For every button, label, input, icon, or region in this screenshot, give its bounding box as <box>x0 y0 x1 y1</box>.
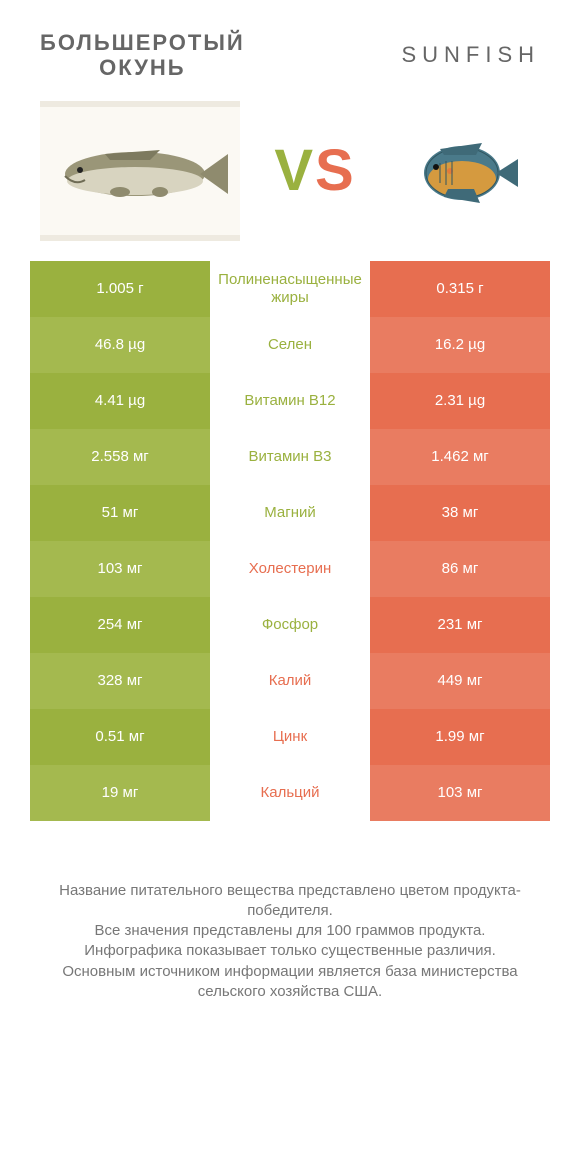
cell-nutrient-name: Фосфор <box>210 597 370 653</box>
table-row: 4.41 µgВитамин B122.31 µg <box>30 373 550 429</box>
images-row: VS <box>0 91 580 261</box>
cell-nutrient-name: Магний <box>210 485 370 541</box>
cell-right-value: 1.99 мг <box>370 709 550 765</box>
cell-right-value: 1.462 мг <box>370 429 550 485</box>
vs-v: V <box>274 138 315 203</box>
cell-nutrient-name: Цинк <box>210 709 370 765</box>
table-row: 103 мгХолестерин86 мг <box>30 541 550 597</box>
table-row: 2.558 мгВитамин B31.462 мг <box>30 429 550 485</box>
cell-nutrient-name: Кальций <box>210 765 370 821</box>
cell-right-value: 16.2 µg <box>370 317 550 373</box>
vs-label: VS <box>274 137 355 204</box>
table-row: 46.8 µgСелен16.2 µg <box>30 317 550 373</box>
cell-nutrient-name: Селен <box>210 317 370 373</box>
cell-right-value: 0.315 г <box>370 261 550 317</box>
table-row: 19 мгКальций103 мг <box>30 765 550 821</box>
cell-left-value: 2.558 мг <box>30 429 210 485</box>
footer-line: Инфографика показывает только существенн… <box>30 941 550 961</box>
cell-left-value: 19 мг <box>30 765 210 821</box>
title-left-line1: БОЛЬШЕРОТЫЙ <box>40 30 245 55</box>
cell-left-value: 46.8 µg <box>30 317 210 373</box>
comparison-table: 1.005 гПолиненасыщенные жиры0.315 г46.8 … <box>0 261 580 821</box>
cell-right-value: 231 мг <box>370 597 550 653</box>
cell-left-value: 0.51 мг <box>30 709 210 765</box>
cell-nutrient-name: Холестерин <box>210 541 370 597</box>
footer-line: Название питательного вещества представл… <box>30 881 550 922</box>
title-left-line2: ОКУНЬ <box>40 55 245 80</box>
cell-left-value: 4.41 µg <box>30 373 210 429</box>
footer-notes: Название питательного вещества представл… <box>0 821 580 1003</box>
cell-nutrient-name: Калий <box>210 653 370 709</box>
cell-left-value: 1.005 г <box>30 261 210 317</box>
cell-left-value: 254 мг <box>30 597 210 653</box>
table-row: 328 мгКалий449 мг <box>30 653 550 709</box>
header: БОЛЬШЕРОТЫЙ ОКУНЬ SUNFISH <box>0 0 580 91</box>
cell-left-value: 51 мг <box>30 485 210 541</box>
cell-right-value: 86 мг <box>370 541 550 597</box>
fish-image-left <box>40 101 240 241</box>
cell-left-value: 328 мг <box>30 653 210 709</box>
sunfish-icon <box>410 133 520 208</box>
cell-right-value: 38 мг <box>370 485 550 541</box>
footer-line: Основным источником информации является … <box>30 962 550 1003</box>
cell-right-value: 103 мг <box>370 765 550 821</box>
vs-s: S <box>315 138 356 203</box>
cell-nutrient-name: Полиненасыщенные жиры <box>210 261 370 317</box>
table-row: 1.005 гПолиненасыщенные жиры0.315 г <box>30 261 550 317</box>
cell-left-value: 103 мг <box>30 541 210 597</box>
cell-right-value: 449 мг <box>370 653 550 709</box>
footer-line: Все значения представлены для 100 граммо… <box>30 921 550 941</box>
title-right: SUNFISH <box>401 42 540 68</box>
cell-nutrient-name: Витамин B3 <box>210 429 370 485</box>
title-left: БОЛЬШЕРОТЫЙ ОКУНЬ <box>40 30 245 81</box>
cell-right-value: 2.31 µg <box>370 373 550 429</box>
cell-nutrient-name: Витамин B12 <box>210 373 370 429</box>
table-row: 254 мгФосфор231 мг <box>30 597 550 653</box>
table-row: 0.51 мгЦинк1.99 мг <box>30 709 550 765</box>
bass-fish-icon <box>50 136 230 206</box>
table-row: 51 мгМагний38 мг <box>30 485 550 541</box>
fish-image-right <box>390 121 540 221</box>
